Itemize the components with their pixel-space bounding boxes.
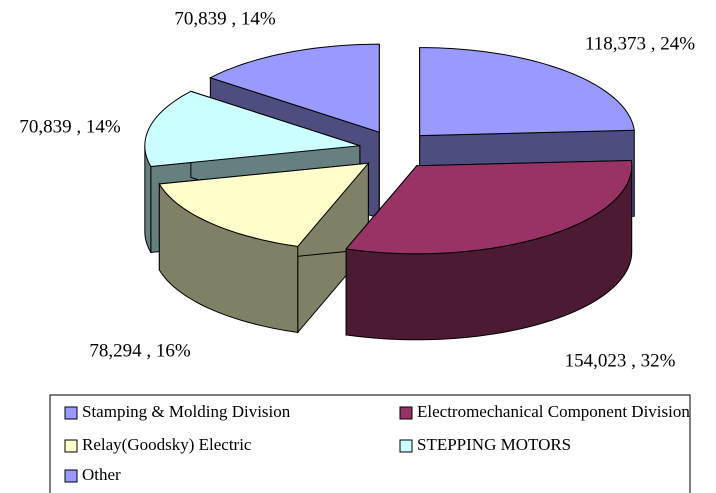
legend-swatch	[399, 439, 413, 453]
slice-top	[209, 43, 380, 133]
legend-swatch	[64, 439, 78, 453]
slice-top	[345, 159, 633, 255]
labels: 118,373 , 24% 154,023 , 32% 78,294 , 16% 70…	[19, 8, 695, 371]
data-label: 70,839 , 14%	[174, 8, 276, 29]
slice-top	[144, 90, 360, 167]
legend-box	[49, 394, 691, 493]
legend-label: Electromechanical Component Division	[417, 402, 690, 421]
data-label: 78,294 , 16%	[89, 340, 191, 361]
data-label: 70,839 , 14%	[19, 116, 121, 137]
legend-label: Stamping & Molding Division	[82, 402, 291, 421]
slice-top	[419, 47, 635, 137]
data-label: 118,373 , 24%	[585, 33, 695, 54]
pie	[144, 43, 635, 341]
legend: Stamping & Molding Division Electromechan…	[49, 394, 691, 493]
pie-slice	[158, 161, 370, 334]
slice-top	[158, 162, 370, 247]
legend-label: STEPPING MOTORS	[417, 435, 571, 454]
data-label: 154,023 , 32%	[565, 350, 676, 371]
legend-swatch	[64, 406, 78, 420]
pie-slice	[345, 159, 633, 341]
legend-swatch	[64, 469, 78, 483]
legend-swatch	[399, 406, 413, 420]
legend-label: Other	[82, 465, 121, 484]
legend-label: Relay(Goodsky) Electric	[82, 435, 252, 454]
